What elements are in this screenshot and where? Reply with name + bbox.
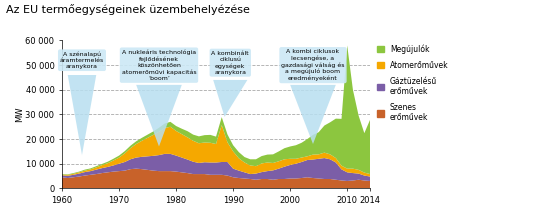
Y-axis label: MW: MW <box>15 107 24 122</box>
Text: A nukleáris technológia
fejlődésének
köszönhetően
atomerőművi kapacitás
‘boom’: A nukleáris technológia fejlődésének kös… <box>122 49 197 81</box>
Polygon shape <box>136 85 182 147</box>
Polygon shape <box>290 85 336 144</box>
Text: Az EU termőegységeinek üzembehelyézése: Az EU termőegységeinek üzembehelyézése <box>6 4 249 15</box>
Polygon shape <box>213 80 248 117</box>
Text: A szénalapú
áramtermelés
aranykora: A szénalapú áramtermelés aranykora <box>60 51 104 69</box>
Legend: Megújulók, Atomerőművek, Gáztüzelésű
erőművek, Szenes
erőművek: Megújulók, Atomerőművek, Gáztüzelésű erő… <box>377 44 449 122</box>
Text: A kombinált
ciklusú
egységek
aranykora: A kombinált ciklusú egységek aranykora <box>212 51 249 75</box>
Text: A kombi ciklusok
lecsengése, a
gazdasági válság és
a megújuló boom
eredményeként: A kombi ciklusok lecsengése, a gazdasági… <box>281 49 345 81</box>
Polygon shape <box>68 75 96 155</box>
